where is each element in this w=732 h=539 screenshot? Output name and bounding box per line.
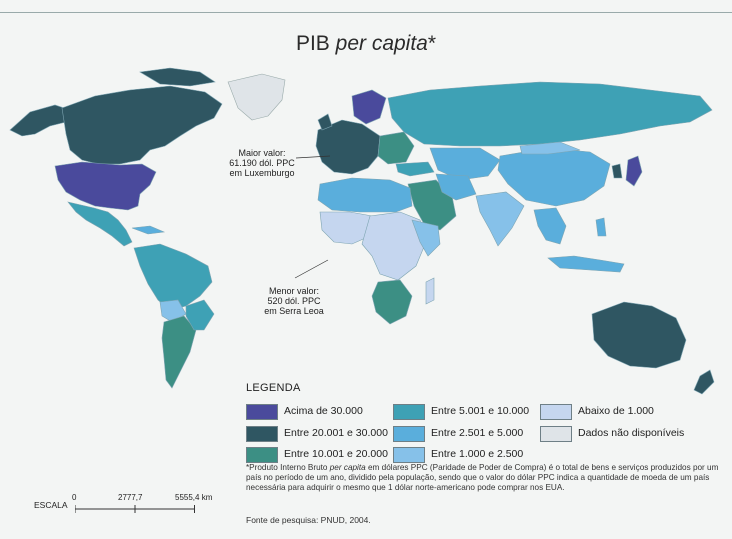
legend-swatch-3 [246, 447, 278, 463]
region-turkey [395, 161, 435, 177]
source-text: Fonte de pesquisa: PNUD, 2004. [246, 515, 371, 525]
top-rule [0, 12, 732, 13]
scale-label: ESCALA [34, 500, 68, 510]
region-greenland [227, 73, 286, 121]
legend-swatch-1 [246, 404, 278, 420]
region-southern-africa [371, 279, 413, 325]
map-title: PIB per capita* [0, 32, 732, 56]
legend-label-3: Entre 10.001 e 20.000 [284, 448, 388, 460]
region-southeast-asia [533, 207, 567, 245]
region-caribbean [131, 225, 166, 235]
max-callout-line: Maior valor: [238, 148, 286, 158]
min-pointer [294, 259, 329, 279]
min-callout-line: Menor valor: [268, 286, 320, 296]
region-madagascar [425, 277, 435, 305]
title-main: PIB [295, 32, 330, 55]
region-australia [591, 301, 687, 369]
min-value-callout: Menor valor: 520 dól. PPC em Serra Leoa [254, 286, 334, 316]
legend-label-1: Acima de 30.000 [284, 405, 363, 417]
region-korea [611, 163, 623, 179]
region-central-africa [361, 211, 427, 281]
legend-label-8: Dados não disponíveis [578, 427, 685, 439]
region-russia [387, 81, 713, 147]
min-callout-line: em Serra Leoa [264, 306, 324, 316]
region-central-asia [429, 147, 501, 181]
footnote-italic: per capita [329, 463, 366, 472]
legend-swatch-8 [540, 426, 572, 442]
max-pointer [295, 155, 331, 159]
max-callout-line: 61.190 dól. PPC [229, 158, 295, 168]
legend-swatch-5 [393, 426, 425, 442]
region-japan [625, 155, 643, 187]
region-eastern-europe [377, 131, 415, 165]
scale-tick-2: 5555,4 km [175, 493, 213, 502]
footnote: *Produto Interno Bruto per capita em dól… [246, 463, 726, 493]
legend-label-4: Entre 5.001 e 10.000 [431, 405, 530, 417]
footnote-prefix: *Produto Interno Bruto [246, 463, 330, 472]
legend-swatch-2 [246, 426, 278, 442]
region-canada [61, 85, 223, 165]
max-value-callout: Maior valor: 61.190 dól. PPC em Luxembur… [222, 148, 302, 178]
scale-bar [75, 505, 195, 513]
min-callout-line: 520 dól. PPC [267, 296, 321, 306]
title-suffix: * [427, 32, 437, 55]
legend-swatch-4 [393, 404, 425, 420]
scale-tick-0: 0 [72, 493, 77, 502]
region-indonesia [547, 255, 625, 273]
region-canada-islands [139, 67, 216, 87]
world-map [9, 67, 715, 395]
region-usa [54, 161, 157, 211]
region-east-africa [411, 219, 441, 257]
legend-swatch-7 [540, 404, 572, 420]
max-callout-line: em Luxemburgo [229, 168, 295, 178]
scale-tick-1: 2777,7 [118, 493, 143, 502]
title-italic: per capita [335, 32, 428, 55]
region-new-zealand [693, 369, 715, 395]
region-india [475, 191, 525, 247]
region-north-africa [317, 177, 413, 213]
region-philippines [595, 217, 607, 237]
footnote-rest: em dólares PPC (Paridade de Poder de Com… [246, 463, 719, 492]
region-china [497, 147, 611, 207]
legend-label-2: Entre 20.001 e 30.000 [284, 427, 388, 439]
region-south-america-north [133, 243, 213, 311]
legend-swatch-6 [393, 447, 425, 463]
region-mexico [67, 201, 133, 247]
region-mongolia [519, 141, 581, 155]
legend-title: LEGENDA [246, 382, 301, 394]
legend-label-7: Abaixo de 1.000 [578, 405, 654, 417]
region-alaska [9, 104, 71, 137]
legend-label-5: Entre 2.501 e 5.000 [431, 427, 524, 439]
region-scandinavia [351, 89, 387, 125]
legend-label-6: Entre 1.000 e 2.500 [431, 448, 524, 460]
region-brazil-south [185, 299, 215, 331]
region-west-africa [319, 211, 373, 245]
region-iran [435, 173, 477, 201]
region-argentina-chile [161, 315, 197, 389]
region-uk [317, 113, 333, 131]
